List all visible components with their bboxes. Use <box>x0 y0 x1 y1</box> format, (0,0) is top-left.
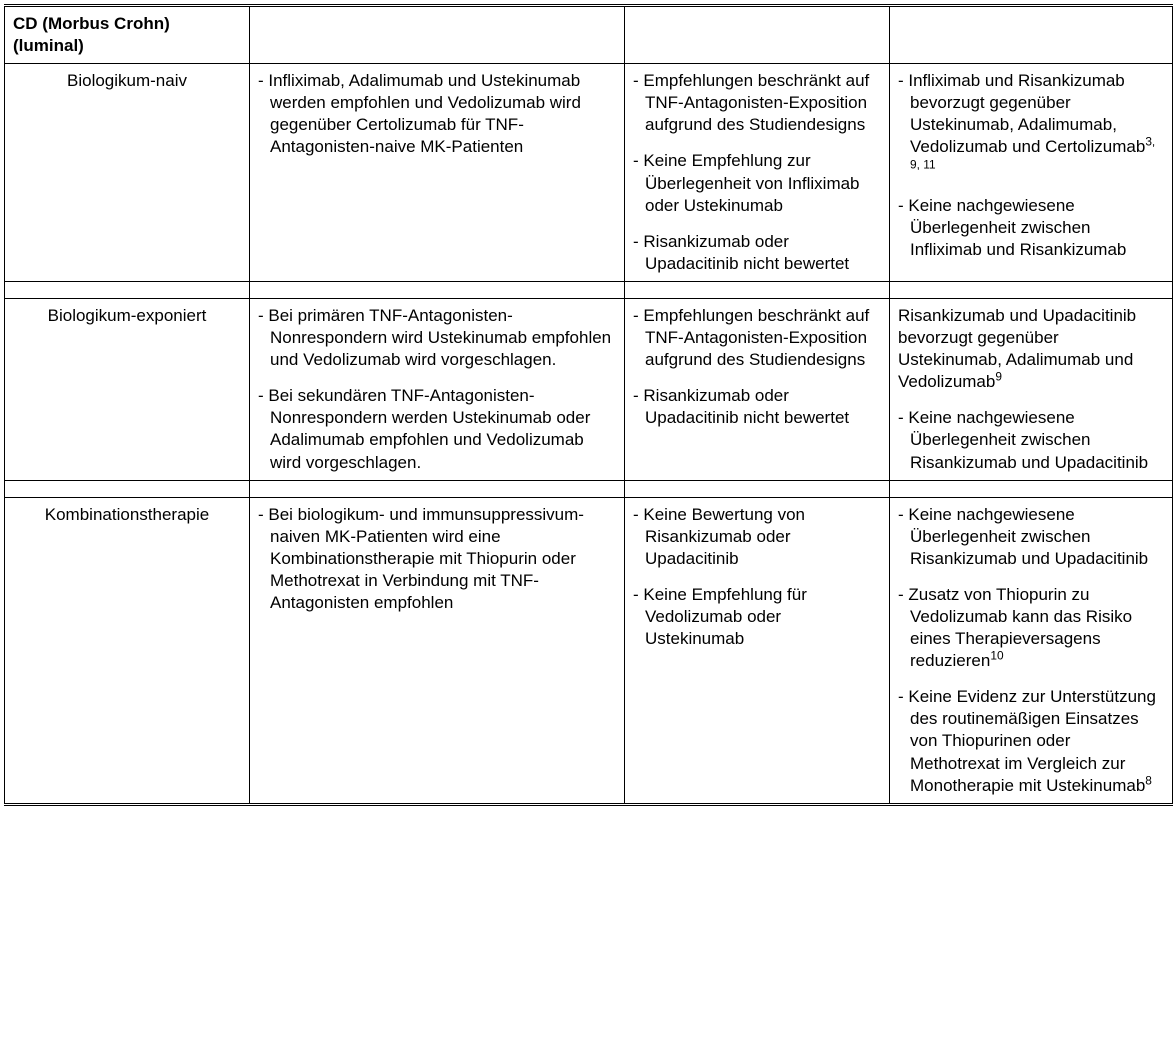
reference-sup: 10 <box>990 649 1003 663</box>
crohn-table: CD (Morbus Crohn) (luminal) Biologikum-n… <box>4 4 1173 806</box>
spacer-cell <box>5 281 250 298</box>
header-col3 <box>625 6 890 64</box>
table-row: Kombinationstherapie- Bei biologikum- un… <box>5 497 1173 804</box>
reference-sup: 8 <box>1145 773 1152 787</box>
cell-paragraph: - Keine Empfehlung zur Überlegenheit von… <box>633 150 881 216</box>
cell-paragraph: - Bei sekundären TNF-Antagonisten-Nonres… <box>258 385 616 473</box>
cell-paragraph: - Empfehlungen beschränkt auf TNF-Antago… <box>633 70 881 136</box>
cell-paragraph: - Keine nachgewiesene Überlegenheit zwis… <box>898 504 1164 570</box>
row-col2: - Bei primären TNF-Antagonisten-Nonrespo… <box>250 298 625 480</box>
cell-paragraph: - Risankizumab oder Upadacitinib nicht b… <box>633 231 881 275</box>
reference-sup: 9 <box>995 370 1002 384</box>
cell-paragraph: - Zusatz von Thiopurin zu Vedolizumab ka… <box>898 584 1164 672</box>
row-col3: - Empfehlungen beschränkt auf TNF-Antago… <box>625 64 890 282</box>
table-body: CD (Morbus Crohn) (luminal) Biologikum-n… <box>5 6 1173 805</box>
spacer-cell <box>625 281 890 298</box>
row-col2: - Bei biologikum- und immunsuppressivum-… <box>250 497 625 804</box>
reference-sup: 3, 9, 11 <box>910 135 1155 171</box>
row-label: Biologikum-naiv <box>5 64 250 282</box>
spacer-cell <box>250 281 625 298</box>
header-col2 <box>250 6 625 64</box>
cell-paragraph: - Keine Empfehlung für Vedolizumab oder … <box>633 584 881 650</box>
cell-paragraph: Risankizumab und Upadacitinib bevorzugt … <box>898 305 1164 393</box>
row-col4: - Infliximab und Risankizumab bevorzugt … <box>890 64 1173 282</box>
row-col3: - Keine Bewertung von Risankizumab oder … <box>625 497 890 804</box>
table-row: Biologikum-naiv- Infliximab, Adalimumab … <box>5 64 1173 282</box>
spacer-cell <box>890 281 1173 298</box>
cell-paragraph: - Empfehlungen beschränkt auf TNF-Antago… <box>633 305 881 371</box>
header-col1: CD (Morbus Crohn) (luminal) <box>5 6 250 64</box>
header-col1-line1: CD (Morbus Crohn) <box>13 13 241 35</box>
row-label: Biologikum-exponiert <box>5 298 250 480</box>
header-col4 <box>890 6 1173 64</box>
table-header-row: CD (Morbus Crohn) (luminal) <box>5 6 1173 64</box>
spacer-cell <box>5 480 250 497</box>
spacer-cell <box>250 480 625 497</box>
spacer-cell <box>890 480 1173 497</box>
cell-paragraph: - Keine Evidenz zur Unterstützung des ro… <box>898 686 1164 796</box>
cell-paragraph: - Keine nachgewiesene Überlegenheit zwis… <box>898 407 1164 473</box>
header-col1-line2: (luminal) <box>13 35 241 57</box>
table-row: Biologikum-exponiert- Bei primären TNF-A… <box>5 298 1173 480</box>
spacer-cell <box>625 480 890 497</box>
spacer-row <box>5 281 1173 298</box>
cell-paragraph: - Infliximab und Risankizumab bevorzugt … <box>898 70 1164 180</box>
row-col3: - Empfehlungen beschränkt auf TNF-Antago… <box>625 298 890 480</box>
row-col2: - Infliximab, Adalimumab und Ustekinumab… <box>250 64 625 282</box>
cell-paragraph: - Bei primären TNF-Antagonisten-Nonrespo… <box>258 305 616 371</box>
cell-paragraph: - Keine nachgewiesene Überlegenheit zwis… <box>898 195 1164 261</box>
row-col4: Risankizumab und Upadacitinib bevorzugt … <box>890 298 1173 480</box>
cell-paragraph: - Bei biologikum- und immunsuppressivum-… <box>258 504 616 614</box>
spacer-row <box>5 480 1173 497</box>
row-label: Kombinationstherapie <box>5 497 250 804</box>
cell-paragraph: - Risankizumab oder Upadacitinib nicht b… <box>633 385 881 429</box>
cell-paragraph: - Infliximab, Adalimumab und Ustekinumab… <box>258 70 616 158</box>
cell-paragraph: - Keine Bewertung von Risankizumab oder … <box>633 504 881 570</box>
row-col4: - Keine nachgewiesene Überlegenheit zwis… <box>890 497 1173 804</box>
